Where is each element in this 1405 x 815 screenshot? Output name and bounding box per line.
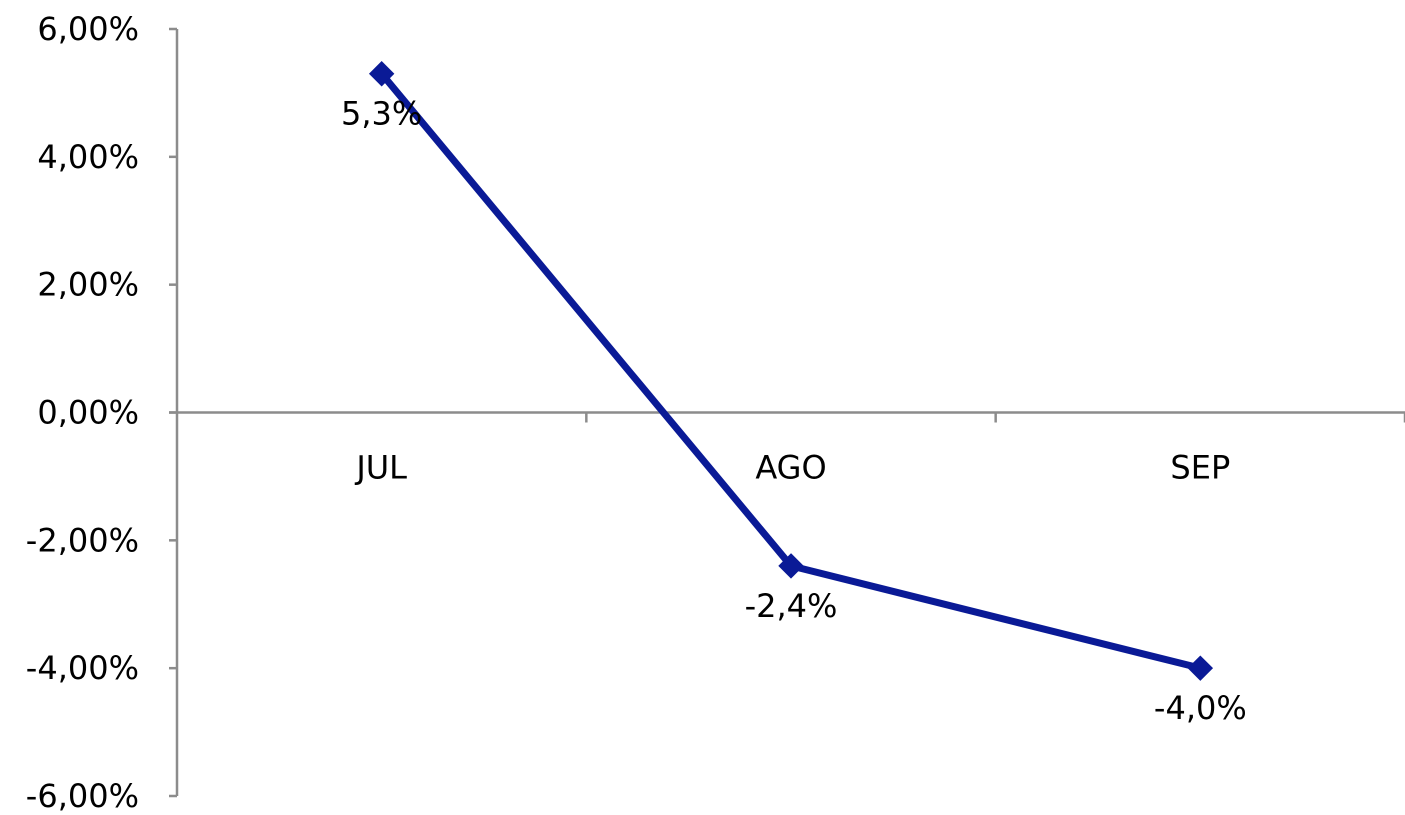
- data-point-marker: [1188, 656, 1212, 680]
- y-tick-labels: 6,00% 4,00% 2,00% 0,00% -2,00% -4,00% -6,00%: [26, 10, 139, 815]
- y-tick-label: 6,00%: [37, 10, 139, 48]
- y-tick-label: -6,00%: [26, 777, 139, 815]
- data-label: -4,0%: [1154, 689, 1247, 727]
- y-tick-label: 4,00%: [37, 138, 139, 176]
- x-category-label: SEP: [1170, 449, 1230, 487]
- data-label: 5,3%: [341, 95, 422, 133]
- y-tick-label: -4,00%: [26, 649, 139, 687]
- y-tick-label: -2,00%: [26, 521, 139, 559]
- x-category-label: JUL: [354, 449, 407, 487]
- axes: [169, 29, 1405, 796]
- data-label: -2,4%: [745, 587, 838, 625]
- series-line-path: [382, 74, 1201, 668]
- y-tick-label: 2,00%: [37, 266, 139, 304]
- y-tick-label: 0,00%: [37, 394, 139, 432]
- x-category-label: AGO: [755, 449, 826, 487]
- x-category-labels: JUL AGO SEP: [354, 449, 1230, 487]
